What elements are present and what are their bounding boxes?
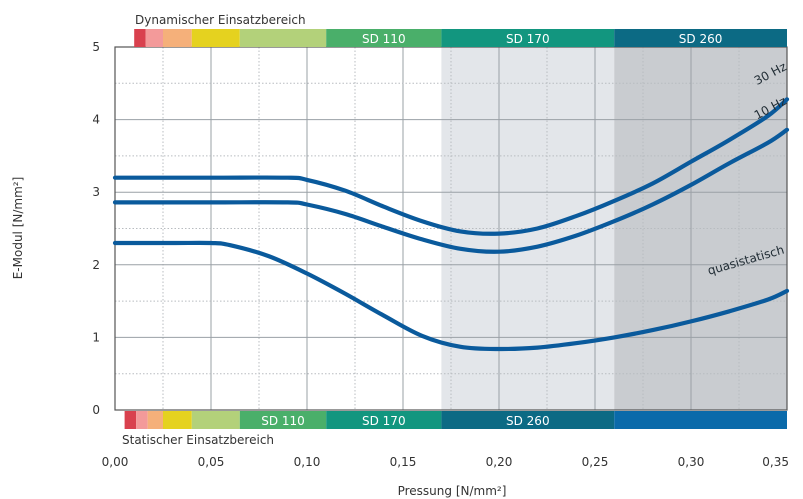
bottom-bar-segment-3 [163,411,192,429]
top-bar-segment-6 [441,29,615,47]
y-tick-2: 2 [92,258,100,272]
bottom-bar-label-6: SD 170 [362,414,406,428]
curves [112,97,790,352]
bottom-bar-segment-6 [326,411,442,429]
y-axis-ticks: 0 1 2 3 4 5 [92,40,100,417]
bottom-bar-segment-1 [136,411,148,429]
bottom-bar-segment-2 [147,411,163,429]
static-range-title: Statischer Einsatzbereich [122,433,274,447]
top-bar-label-7: SD 260 [679,32,723,46]
curve-quasistatisch [112,240,790,352]
x-tick-5: 0,25 [582,455,609,469]
x-tick-0: 0,00 [102,455,129,469]
x-tick-1: 0,05 [198,455,225,469]
top-bar-segment-7 [614,29,787,47]
bottom-bar-segment-7 [441,411,615,429]
x-tick-6: 0,30 [678,455,705,469]
bottom-bar-segment-8 [614,411,787,429]
x-axis-ticks: 0,00 0,05 0,10 0,15 0,20 0,25 0,30 0,35 [102,455,789,469]
y-tick-1: 1 [92,330,100,344]
curve-30-hz [112,97,790,236]
y-tick-0: 0 [92,403,100,417]
x-tick-7: 0,35 [762,455,789,469]
bottom-bar-segment-5 [239,411,327,429]
y-tick-5: 5 [92,40,100,54]
bottom-bar-label-5: SD 110 [261,414,305,428]
y-tick-4: 4 [92,113,100,127]
x-tick-3: 0,15 [390,455,417,469]
top-bar-segment-3 [191,29,240,47]
y-axis-title: E-Modul [N/mm²] [11,177,25,280]
dynamic-range-bar: SD 110 SD 170 SD 260 [134,29,787,47]
x-axis-title: Pressung [N/mm²] [398,484,507,498]
top-bar-segment-4 [239,29,327,47]
y-tick-3: 3 [92,185,100,199]
x-tick-4: 0,20 [486,455,513,469]
dynamic-range-title: Dynamischer Einsatzbereich [135,13,306,27]
top-bar-segment-0 [134,29,146,47]
x-tick-2: 0,10 [294,455,321,469]
bottom-bar-label-7: SD 260 [506,414,550,428]
top-bar-label-5: SD 110 [362,32,406,46]
top-bar-segment-1 [145,29,163,47]
top-bar-label-6: SD 170 [506,32,550,46]
bottom-bar-segment-4 [191,411,240,429]
top-bar-segment-5 [326,29,442,47]
top-bar-segment-2 [163,29,192,47]
curve-10-hz [112,127,790,254]
static-range-bar: SD 110 SD 170 SD 260 [124,411,787,429]
bottom-bar-segment-0 [124,411,137,429]
